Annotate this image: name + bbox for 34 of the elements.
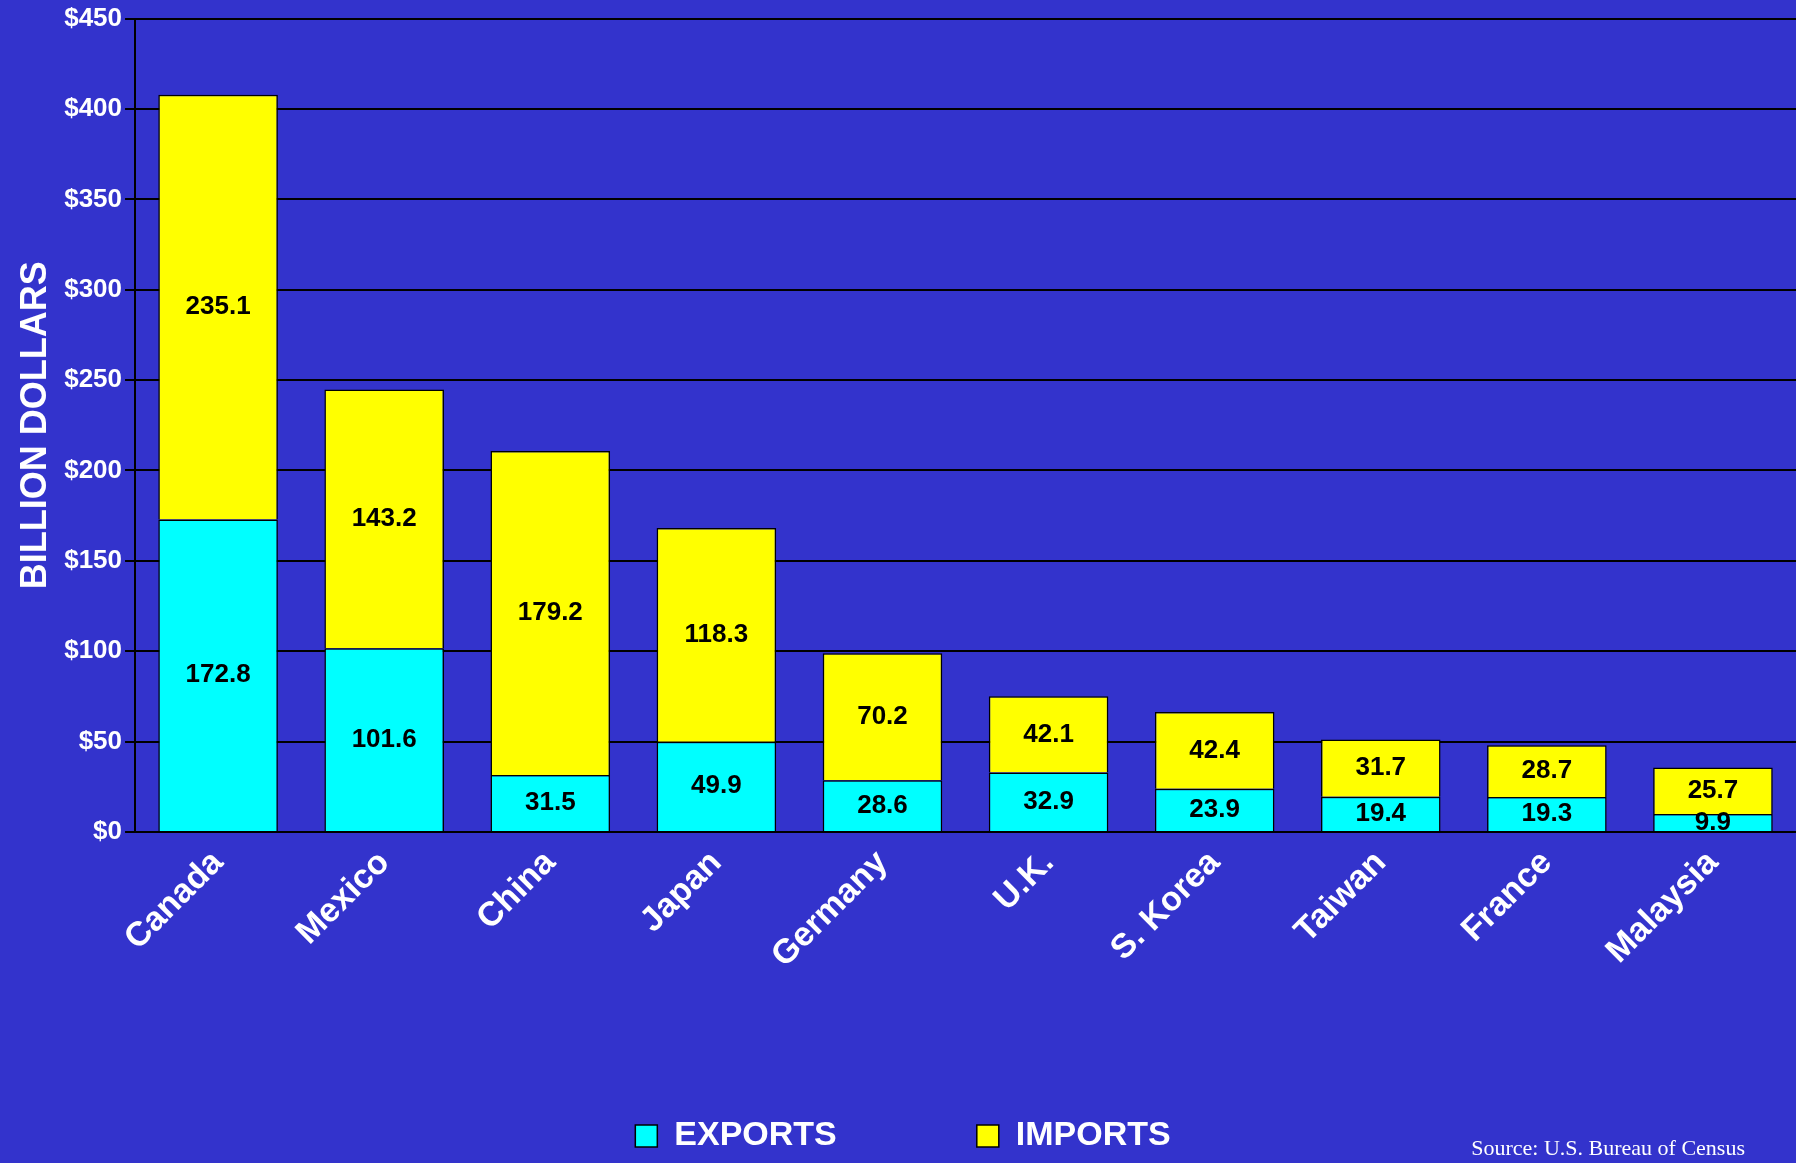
- legend-label: IMPORTS: [1015, 1114, 1171, 1153]
- y-tick-label: $400: [64, 92, 123, 123]
- data-label: 70.2: [857, 699, 908, 730]
- y-axis-title: BILLION DOLLARS: [12, 261, 54, 590]
- data-label: 31.5: [524, 786, 576, 817]
- data-label: 28.7: [1521, 754, 1573, 785]
- data-label: 42.1: [1023, 717, 1074, 748]
- data-label: 101.6: [351, 722, 417, 753]
- y-tick-label: $300: [64, 272, 123, 303]
- data-label: 49.9: [691, 769, 742, 800]
- legend-label: EXPORTS: [674, 1114, 837, 1153]
- y-tick-label: $250: [64, 363, 123, 394]
- data-label: 31.7: [1355, 751, 1407, 782]
- data-label: 143.2: [351, 502, 417, 533]
- data-label: 179.2: [517, 596, 583, 627]
- y-tick-label: $150: [64, 543, 123, 574]
- y-tick-label: $350: [64, 182, 123, 213]
- y-tick-label: $200: [64, 453, 123, 484]
- data-label: 25.7: [1687, 773, 1739, 804]
- data-label: 28.6: [857, 788, 908, 819]
- y-tick-label: $0: [93, 815, 123, 846]
- data-label: 172.8: [185, 658, 251, 689]
- data-label: 32.9: [1023, 784, 1074, 815]
- data-label: 235.1: [185, 290, 251, 321]
- y-tick-label: $450: [64, 1, 123, 32]
- data-label: 19.3: [1521, 797, 1573, 828]
- y-tick-label: $50: [78, 724, 123, 755]
- data-label: 19.4: [1355, 797, 1407, 828]
- source-note: Source: U.S. Bureau of Census: [1471, 1134, 1745, 1160]
- x-tick-label: U.K.: [985, 842, 1061, 918]
- data-label: 23.9: [1189, 792, 1240, 823]
- y-tick-label: $100: [64, 634, 123, 665]
- data-label: 42.4: [1189, 733, 1241, 764]
- data-label: 118.3: [684, 618, 749, 648]
